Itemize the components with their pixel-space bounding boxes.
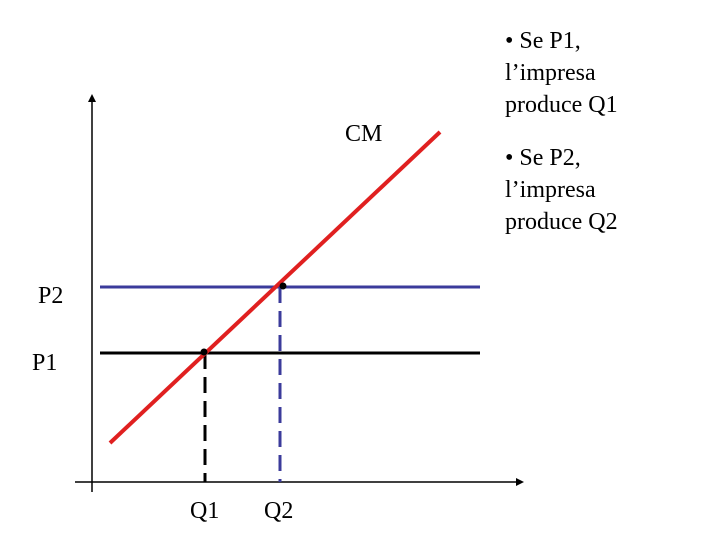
bullet-line: l’impresa <box>505 60 596 86</box>
quantity-label: Q1 <box>190 498 219 524</box>
curve-label: CM <box>345 121 382 147</box>
quantity-label: Q2 <box>264 498 293 524</box>
bullet-line: produce Q2 <box>505 209 618 235</box>
bullet-line: l’impresa <box>505 177 596 203</box>
price-label: P2 <box>38 283 63 309</box>
bullet-line: produce Q1 <box>505 92 618 118</box>
point-2 <box>279 282 287 290</box>
point-1 <box>200 348 208 356</box>
cm-curve <box>108 130 442 445</box>
bullet-line: • Se P2, <box>505 145 581 171</box>
bullet-line: • Se P1, <box>505 28 581 54</box>
price-label: P1 <box>32 350 57 376</box>
